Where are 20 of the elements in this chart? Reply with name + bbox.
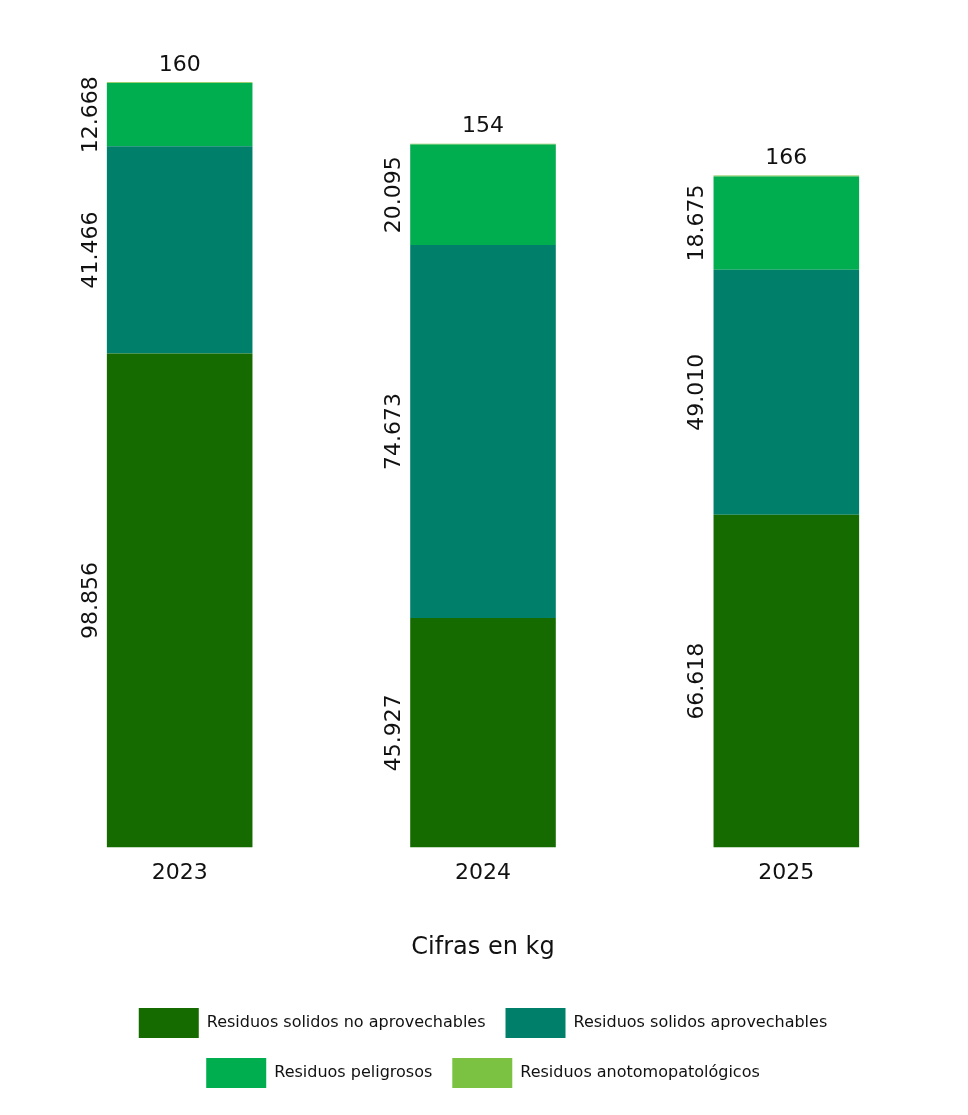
data-label: 98.856: [76, 562, 102, 640]
data-label: 166: [765, 144, 808, 170]
data-label: 66.618: [683, 642, 709, 720]
legend-label: Residuos solidos no aprovechables: [206, 1012, 486, 1032]
data-label: 154: [462, 112, 504, 138]
data-label: 45.927: [379, 694, 405, 772]
data-label: 160: [158, 50, 201, 76]
legend-label: Residuos solidos aprovechables: [573, 1012, 828, 1032]
x-tick-label: 2025: [758, 858, 815, 884]
text: Cifras en kg: [411, 932, 555, 961]
legend-label: Residuos anotomopatológicos: [520, 1062, 760, 1082]
x-tick-label: 2024: [455, 858, 511, 884]
data-label: 74.673: [379, 393, 405, 470]
data-label: 18.675: [683, 184, 709, 262]
x-tick-label: 2023: [151, 858, 208, 884]
data-label: 20.095: [379, 156, 405, 234]
legend-label: Residuos peligrosos: [274, 1062, 433, 1082]
data-label: 41.466: [76, 211, 102, 289]
data-label: 49.010: [683, 353, 709, 431]
data-label: 12.668: [76, 76, 102, 154]
